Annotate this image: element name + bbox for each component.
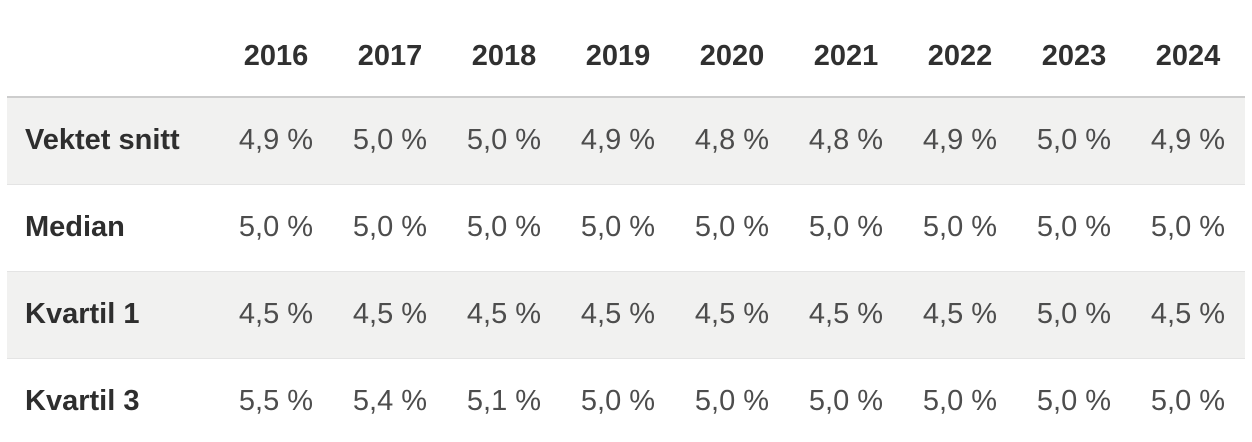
value-cell: 5,0 % bbox=[352, 211, 428, 243]
value-cell: 5,4 % bbox=[352, 385, 428, 418]
header-row: 2016 2017 2018 2019 2020 2021 2022 2023 2024 bbox=[7, 0, 1245, 98]
table-header: 2016 2017 2018 2019 2020 2021 2022 2023 2024 bbox=[7, 0, 1245, 98]
value-cell: 5,0 % bbox=[238, 211, 314, 243]
value-cell: 5,0 % bbox=[694, 385, 770, 418]
value-cell: 5,0 % bbox=[694, 211, 770, 243]
year-column-header: 2019 bbox=[561, 0, 675, 98]
value-cell: 4,5 % bbox=[466, 298, 542, 330]
table-row: Median 5,0 % 5,0 % 5,0 % 5,0 % 5,0 % 5,0 % 5,0 … bbox=[7, 184, 1245, 271]
row-label: Vektet snitt bbox=[25, 124, 180, 157]
table-body: Vektet snitt 4,9 % 5,0 % 5,0 % 4,9 % 4,8 % 4,8… bbox=[7, 97, 1245, 442]
value-cell: 4,8 % bbox=[694, 124, 770, 157]
table-row: Kvartil 3 5,5 % 5,4 % 5,1 % 5,0 % 5,0 % 5,0 % 5… bbox=[7, 358, 1245, 442]
value-cell: 4,5 % bbox=[1150, 298, 1226, 330]
value-cell: 5,0 % bbox=[1036, 124, 1112, 157]
value-cell: 4,5 % bbox=[580, 298, 656, 330]
year-column-header: 2018 bbox=[447, 0, 561, 98]
value-cell: 5,5 % bbox=[238, 385, 314, 418]
value-cell: 4,5 % bbox=[922, 298, 998, 330]
value-cell: 5,0 % bbox=[352, 124, 428, 157]
value-cell: 5,0 % bbox=[808, 385, 884, 418]
value-cell: 4,8 % bbox=[808, 124, 884, 157]
value-cell: 5,0 % bbox=[1036, 211, 1112, 243]
year-column-header: 2023 bbox=[1017, 0, 1131, 98]
value-cell: 5,0 % bbox=[466, 124, 542, 157]
row-label: Kvartil 1 bbox=[25, 298, 140, 330]
value-cell: 4,5 % bbox=[352, 298, 428, 330]
year-column-header: 2021 bbox=[789, 0, 903, 98]
statistics-table: 2016 2017 2018 2019 2020 2021 2022 2023 2024 Vek… bbox=[7, 0, 1245, 442]
value-cell: 4,5 % bbox=[694, 298, 770, 330]
value-cell: 5,0 % bbox=[922, 385, 998, 418]
value-cell: 5,0 % bbox=[808, 211, 884, 243]
value-cell: 5,0 % bbox=[1150, 385, 1226, 418]
value-cell: 5,0 % bbox=[580, 385, 656, 418]
value-cell: 5,0 % bbox=[580, 211, 656, 243]
value-cell: 5,1 % bbox=[466, 385, 542, 418]
year-column-header: 2020 bbox=[675, 0, 789, 98]
value-cell: 4,9 % bbox=[238, 124, 314, 157]
value-cell: 4,9 % bbox=[1150, 124, 1226, 157]
table-row: Kvartil 1 4,5 % 4,5 % 4,5 % 4,5 % 4,5 % 4,5 % 4… bbox=[7, 271, 1245, 358]
value-cell: 5,0 % bbox=[1150, 211, 1226, 243]
value-cell: 5,0 % bbox=[922, 211, 998, 243]
year-column-header: 2022 bbox=[903, 0, 1017, 98]
year-column-header: 2024 bbox=[1131, 0, 1245, 98]
row-label: Median bbox=[25, 211, 125, 243]
value-cell: 4,5 % bbox=[808, 298, 884, 330]
year-column-header: 2017 bbox=[333, 0, 447, 98]
row-label: Kvartil 3 bbox=[25, 385, 140, 418]
value-cell: 5,0 % bbox=[1036, 298, 1112, 330]
value-cell: 4,9 % bbox=[580, 124, 656, 157]
value-cell: 5,0 % bbox=[466, 211, 542, 243]
year-column-header: 2016 bbox=[219, 0, 333, 98]
value-cell: 4,9 % bbox=[922, 124, 998, 157]
table-row: Vektet snitt 4,9 % 5,0 % 5,0 % 4,9 % 4,8 % 4,8… bbox=[7, 97, 1245, 184]
header-corner-cell bbox=[7, 0, 219, 98]
value-cell: 4,5 % bbox=[238, 298, 314, 330]
value-cell: 5,0 % bbox=[1036, 385, 1112, 418]
statistics-table-container: 2016 2017 2018 2019 2020 2021 2022 2023 2024 Vek… bbox=[7, 0, 1245, 442]
